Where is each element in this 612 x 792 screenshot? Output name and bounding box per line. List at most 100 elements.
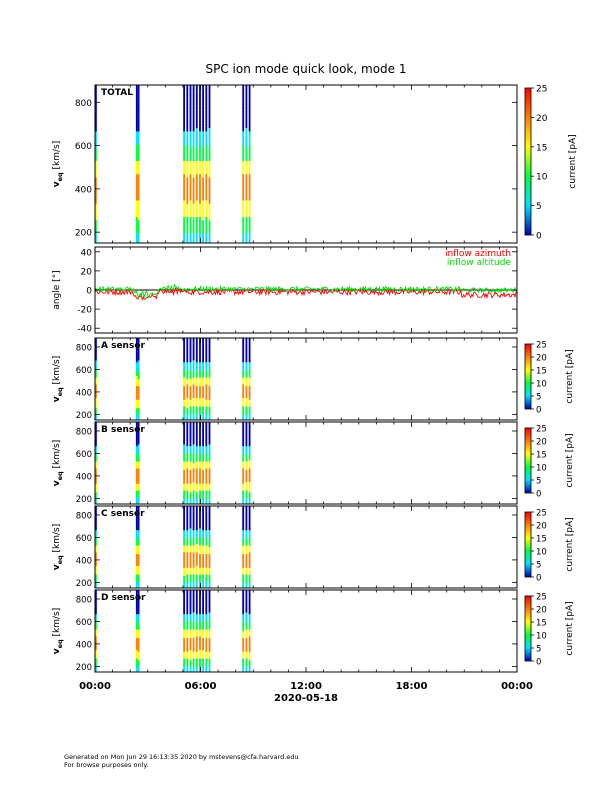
spectrogram-cell (205, 137, 208, 142)
spectrogram-cell (242, 610, 245, 613)
spectrogram-cell (248, 579, 251, 582)
spectrogram-cell (242, 346, 245, 349)
spectrogram-cell (137, 387, 140, 390)
spectrogram-cell (242, 668, 245, 671)
spectrogram-cell (183, 506, 185, 508)
spectrogram-cell (195, 646, 198, 649)
spectrogram-cell (248, 602, 251, 604)
colorbar-tick-label: 5 (536, 393, 541, 403)
spectrogram-cell (202, 627, 204, 630)
spectrogram-cell (189, 385, 192, 388)
spectrogram-cell (248, 236, 251, 240)
spectrogram-cell (199, 538, 201, 541)
spectrogram-cell (205, 173, 208, 178)
spectrogram-cell (248, 654, 251, 657)
spectrogram-cell (95, 384, 97, 387)
spectrogram-cell (245, 569, 248, 572)
spectrogram-cell (205, 511, 208, 514)
spectrogram-cell (137, 399, 140, 402)
spectrogram-cell (195, 570, 198, 573)
spectrogram-cell (205, 572, 208, 575)
spectrogram-cell (242, 157, 245, 161)
spectrogram-cell (248, 432, 251, 435)
spectrogram-cell (192, 473, 195, 476)
spectrogram-cell (192, 414, 195, 417)
spectrogram-cell (189, 600, 192, 603)
spectrogram-cell (195, 596, 198, 599)
spectrogram-cell (199, 506, 201, 508)
spectrogram-cell (199, 602, 201, 604)
spectrogram-cell (192, 582, 195, 585)
spectrogram-cell (202, 391, 204, 393)
spectrogram-cell (95, 196, 97, 201)
spectrogram-cell (137, 350, 140, 352)
spectrogram-cell (199, 461, 201, 464)
spectrogram-cell (192, 619, 195, 621)
spectrogram-cell (248, 355, 251, 358)
spectrogram-cell (192, 497, 195, 500)
spectrogram-cell (245, 514, 248, 517)
spectrogram-cell (135, 511, 138, 514)
spectrogram-cell (186, 569, 189, 572)
spectrogram-cell (248, 613, 251, 616)
spectrogram-cell (183, 343, 185, 346)
spectrogram-cell (208, 444, 211, 447)
spectrogram-cell (183, 427, 185, 430)
spectrogram-cell (248, 177, 251, 181)
spectrogram-cell (192, 147, 195, 152)
spectrogram-cell (95, 612, 97, 615)
spectrogram-cell (192, 507, 195, 510)
spectrogram-cell (135, 137, 138, 142)
spectrogram-cell (202, 514, 204, 517)
spectrogram-cell (208, 220, 211, 224)
spectrogram-cell (95, 596, 97, 599)
spectrogram-cell (202, 631, 204, 633)
spectrogram-cell (195, 444, 198, 447)
spectrogram-cell (202, 220, 204, 224)
spectrogram-cell (135, 416, 138, 419)
spectrogram-cell (205, 422, 208, 424)
spectrogram-cell (183, 613, 185, 616)
spectrogram-cell (195, 634, 198, 637)
spectrogram-cell (183, 593, 185, 596)
spectrogram-cell (189, 475, 192, 477)
spectrogram-cell (135, 167, 138, 171)
spectrogram-cell (205, 356, 208, 359)
spectrogram-cell (199, 134, 201, 138)
spectrogram-cell (202, 500, 204, 503)
series-line-1 (94, 283, 518, 299)
spectrogram-cell (195, 523, 198, 526)
spectrogram-cell (192, 538, 195, 541)
spectrogram-cell (208, 434, 211, 436)
spectrogram-cell (186, 402, 189, 405)
spectrogram-cell (192, 476, 195, 479)
spectrogram-cell (199, 141, 201, 145)
spectrogram-cell (199, 584, 201, 587)
spectrogram-cell (248, 550, 251, 553)
spectrogram-cell (199, 233, 201, 237)
spectrogram-cell (186, 456, 189, 459)
spectrogram-cell (242, 620, 245, 623)
spectrogram-cell (137, 498, 140, 501)
spectrogram-stripes (95, 506, 251, 589)
spectrogram-cell (202, 177, 204, 181)
spectrogram-cell (135, 629, 138, 632)
spectrogram-cell (137, 658, 140, 661)
spectrogram-cell (245, 206, 248, 211)
spectrogram-cell (183, 524, 185, 527)
spectrogram-cell (248, 370, 251, 373)
spectrogram-cell (205, 582, 208, 585)
spectrogram-cell (192, 360, 195, 363)
spectrogram-cell (242, 187, 245, 191)
spectrogram-cell (183, 213, 185, 217)
spectrogram-cell (189, 206, 192, 211)
y-tick-label: 200 (76, 411, 92, 421)
spectrogram-cell (208, 447, 211, 450)
spectrogram-cell (208, 452, 211, 455)
spectrogram-cell (248, 404, 251, 407)
spectrogram-cell (192, 127, 195, 132)
spectrogram-cell (95, 344, 97, 347)
spectrogram-cell (245, 473, 248, 476)
spectrogram-cell (186, 389, 189, 392)
